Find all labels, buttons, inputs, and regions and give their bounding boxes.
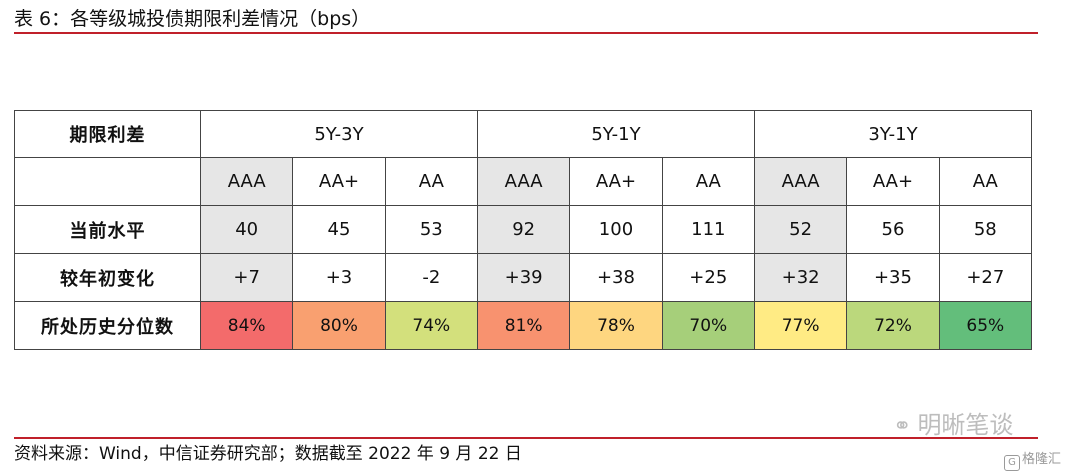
- brand-mark: G 格隆汇: [1004, 448, 1061, 471]
- rating-header: AAA: [476, 157, 571, 206]
- percentile-cell: 78%: [569, 301, 663, 350]
- percentile-cell: 70%: [661, 301, 755, 350]
- group-header-row: 期限利差 5Y-3Y 5Y-1Y 3Y-1Y: [14, 110, 1033, 158]
- table-cell: +25: [661, 253, 755, 302]
- group-header-3y-1y: 3Y-1Y: [753, 110, 1033, 158]
- percentile-cell: 65%: [938, 301, 1033, 350]
- corner-header: 期限利差: [14, 110, 201, 158]
- row-label: 较年初变化: [14, 253, 201, 302]
- watermark-text: 明晰笔谈: [917, 411, 1014, 439]
- table-cell: +38: [569, 253, 663, 302]
- table-row: 较年初变化 +7 +3 -2 +39 +38 +25 +32 +35 +27: [14, 253, 1033, 302]
- table-cell: 52: [753, 205, 848, 254]
- spread-table: 期限利差 5Y-3Y 5Y-1Y 3Y-1Y AAA AA+ AA AAA AA…: [14, 110, 1033, 350]
- rating-header: AA: [661, 157, 755, 206]
- rating-header: AAA: [199, 157, 294, 206]
- table-cell: +32: [753, 253, 848, 302]
- rating-header-row: AAA AA+ AA AAA AA+ AA AAA AA+ AA: [14, 157, 1033, 206]
- row-label: 所处历史分位数: [14, 301, 201, 350]
- percentile-cell: 84%: [199, 301, 294, 350]
- table-cell: 53: [384, 205, 478, 254]
- watermark: ⚭ 明晰笔谈: [893, 405, 1013, 440]
- brand-text: 格隆汇: [1022, 452, 1062, 467]
- table-cell: +39: [476, 253, 571, 302]
- table-row: 当前水平 40 45 53 92 100 111 52 56 58: [14, 205, 1033, 254]
- table-cell: +7: [199, 253, 294, 302]
- rating-header: AA: [938, 157, 1033, 206]
- percentile-cell: 72%: [846, 301, 940, 350]
- source-divider: [14, 437, 1038, 439]
- gelonghui-logo-icon: G: [1004, 455, 1020, 471]
- wechat-icon: ⚭: [893, 414, 912, 439]
- group-header-5y-3y: 5Y-3Y: [200, 110, 478, 158]
- rating-header: AAA: [753, 157, 848, 206]
- percentile-cell: 74%: [384, 301, 478, 350]
- table-row: 所处历史分位数 84% 80% 74% 81% 78% 70% 77% 72% …: [14, 301, 1033, 350]
- table-cell: 56: [846, 205, 940, 254]
- table-cell: 111: [661, 205, 755, 254]
- table-cell: 92: [476, 205, 571, 254]
- rating-header: AA+: [846, 157, 940, 206]
- rating-header-blank: [14, 157, 201, 206]
- rating-header: AA: [384, 157, 478, 206]
- source-note: 资料来源：Wind，中信证券研究部；数据截至 2022 年 9 月 22 日: [14, 444, 522, 464]
- table-cell: 40: [199, 205, 294, 254]
- group-header-5y-1y: 5Y-1Y: [476, 110, 755, 158]
- percentile-cell: 81%: [476, 301, 571, 350]
- rating-header: AA+: [569, 157, 663, 206]
- title-divider: [14, 32, 1038, 34]
- table-cell: 45: [292, 205, 386, 254]
- table-cell: +35: [846, 253, 940, 302]
- row-label: 当前水平: [14, 205, 201, 254]
- percentile-cell: 80%: [292, 301, 386, 350]
- table-cell: 58: [938, 205, 1033, 254]
- rating-header: AA+: [292, 157, 386, 206]
- table-cell: +3: [292, 253, 386, 302]
- table-cell: +27: [938, 253, 1033, 302]
- table-title: 表 6：各等级城投债期限利差情况（bps）: [14, 8, 371, 30]
- percentile-cell: 77%: [753, 301, 848, 350]
- table-cell: 100: [569, 205, 663, 254]
- table-cell: -2: [384, 253, 478, 302]
